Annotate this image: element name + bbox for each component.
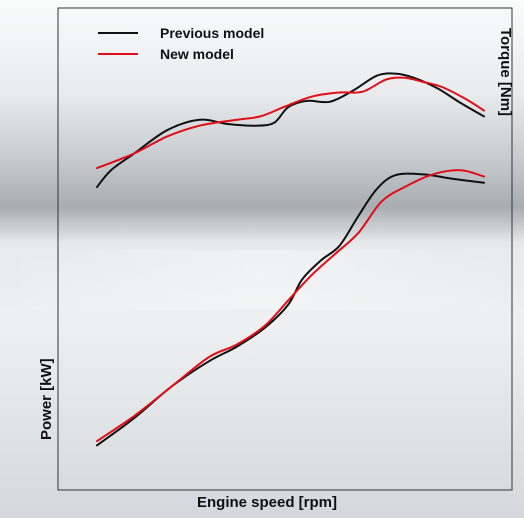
legend-label-new-model: New model xyxy=(160,46,234,62)
y-axis-title: Power [kW] xyxy=(38,358,55,440)
legend-label-previous-model: Previous model xyxy=(160,25,264,41)
series-line-power-previous-model xyxy=(96,172,485,447)
plot-frame xyxy=(57,7,513,491)
series-line-torque-previous-model xyxy=(96,72,485,188)
x-axis-title: Engine speed [rpm] xyxy=(196,494,338,511)
secondary-y-axis-title: Torque [Nm] xyxy=(497,28,514,117)
series-layer xyxy=(96,72,485,447)
legend: Previous model New model xyxy=(98,25,264,62)
series-line-power-new-model xyxy=(96,169,485,443)
series-line-torque-new-model xyxy=(96,76,485,170)
background-highlight xyxy=(0,250,524,310)
